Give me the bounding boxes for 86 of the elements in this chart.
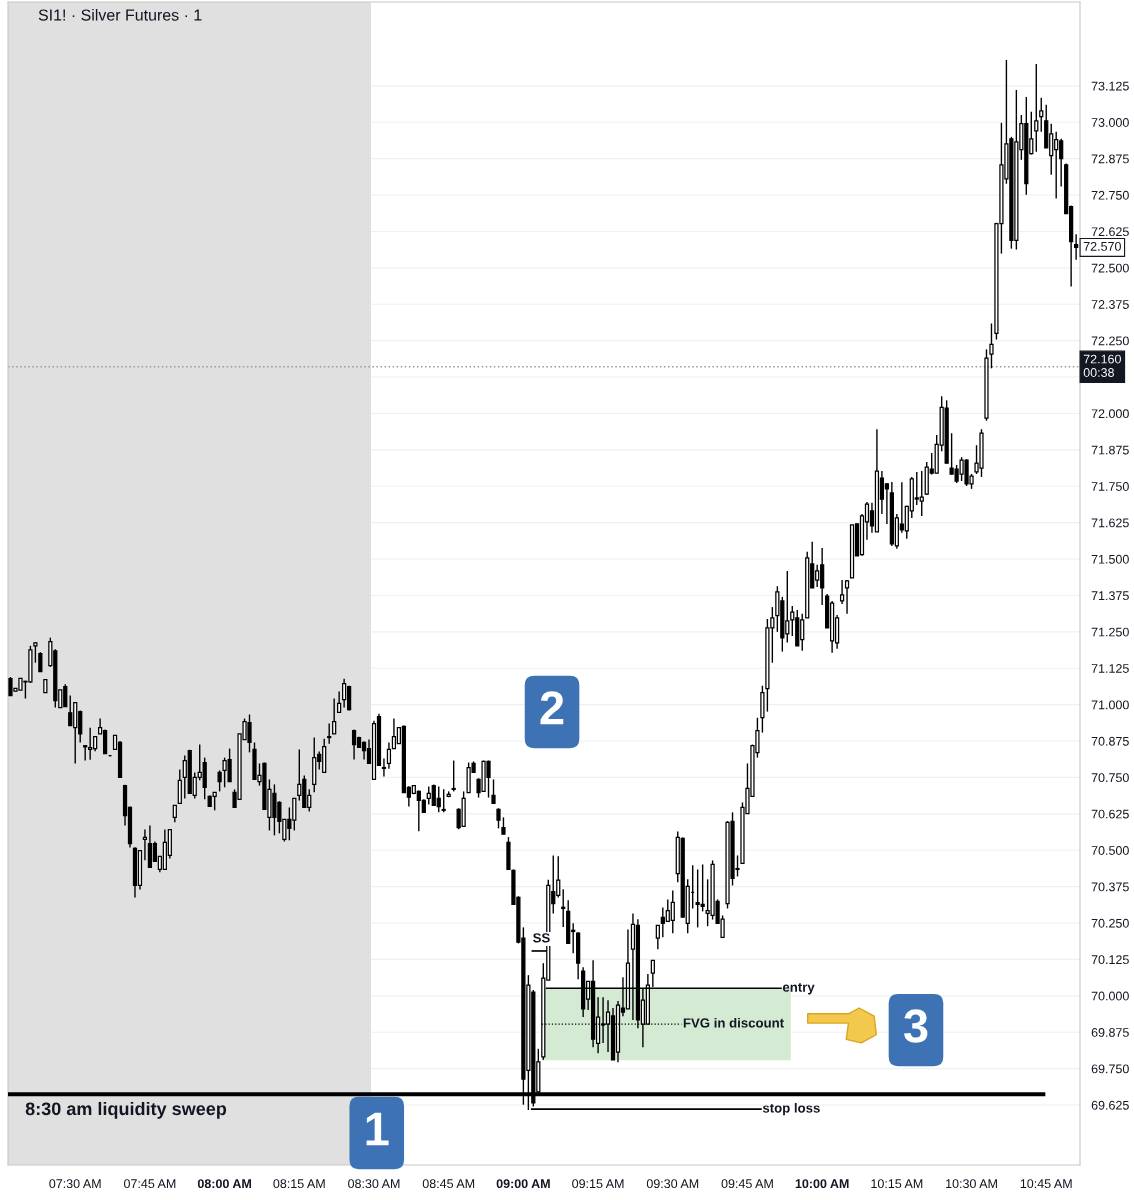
- candlestick: [68, 694, 73, 727]
- y-tick-label: 70.125: [1091, 955, 1129, 965]
- candlestick: [327, 722, 332, 745]
- y-tick-label: 72.000: [1091, 409, 1129, 419]
- x-tick-label: 07:30 AM: [49, 1179, 101, 1189]
- y-tick-label: 70.375: [1091, 882, 1129, 892]
- candlestick: [102, 728, 108, 755]
- y-tick-label: 70.250: [1091, 918, 1129, 928]
- y-tick-label: 70.000: [1091, 991, 1129, 1001]
- candlestick: [989, 322, 994, 370]
- candlestick: [33, 641, 38, 664]
- candlestick: [83, 744, 88, 762]
- x-tick-label: 10:00 AM: [795, 1179, 849, 1189]
- candlestick: [441, 788, 446, 814]
- candlestick: [496, 807, 501, 830]
- y-tick-label: 70.625: [1091, 809, 1129, 819]
- y-tick-label: 69.750: [1091, 1064, 1129, 1074]
- y-tick-label: 72.500: [1091, 263, 1129, 273]
- y-tick-label: 71.875: [1091, 445, 1129, 455]
- y-tick-label: 70.500: [1091, 846, 1129, 855]
- series-label: FVG in discount: [683, 1017, 784, 1028]
- candlestick: [177, 768, 182, 805]
- candlestick: [844, 579, 850, 615]
- y-tick-label: 71.750: [1091, 482, 1129, 491]
- candlestick: [337, 690, 342, 714]
- candlestick: [386, 741, 392, 770]
- x-tick-label: 09:45 AM: [721, 1179, 773, 1189]
- annotation: 72.570: [1083, 241, 1121, 251]
- series-label: SS: [533, 933, 550, 943]
- candlestick: [332, 697, 337, 735]
- candlestick: [381, 757, 387, 778]
- candlestick: [147, 824, 153, 869]
- candlestick: [436, 785, 441, 814]
- candlestick: [1073, 233, 1079, 261]
- candlestick: [1034, 63, 1039, 153]
- y-tick-label: 70.750: [1091, 773, 1129, 783]
- x-tick-label: 09:15 AM: [572, 1179, 624, 1189]
- candlestick: [212, 791, 217, 812]
- series-label: entry: [782, 983, 815, 995]
- y-tick-label: 71.375: [1091, 591, 1129, 601]
- y-tick-label: 69.875: [1091, 1028, 1129, 1037]
- candlestick: [670, 889, 675, 934]
- candlestick: [451, 759, 456, 793]
- x-tick-label: 07:45 AM: [124, 1179, 176, 1189]
- annotation: 1: [366, 1112, 389, 1146]
- y-tick-label: 72.875: [1091, 154, 1129, 164]
- x-tick-label: 08:45 AM: [422, 1179, 475, 1189]
- y-tick-label: 72.750: [1091, 190, 1129, 200]
- x-tick-label: 10:15 AM: [871, 1179, 923, 1189]
- y-tick-label: 72.375: [1091, 300, 1129, 309]
- y-tick-label: 71.000: [1091, 700, 1129, 710]
- candlestick: [839, 579, 845, 605]
- annotation: 2: [540, 691, 564, 725]
- x-tick-label: 09:30 AM: [646, 1179, 699, 1189]
- y-tick-label: 73.125: [1091, 81, 1129, 91]
- y-tick-label: 71.250: [1091, 627, 1129, 637]
- y-tick-label: 71.125: [1091, 664, 1129, 673]
- x-tick-label: 10:45 AM: [1020, 1179, 1072, 1189]
- x-tick-label: 10:30 AM: [946, 1179, 997, 1189]
- candlestick: [38, 651, 43, 673]
- chart-title: SI1! · Silver Futures · 1: [38, 8, 202, 21]
- x-tick-label: 08:30 AM: [348, 1179, 400, 1189]
- y-tick-label: 72.625: [1091, 227, 1129, 237]
- candlestick: [342, 678, 347, 709]
- candlestick: [919, 470, 924, 517]
- y-tick-label: 70.875: [1091, 736, 1129, 746]
- x-tick-label: 08:00 AM: [197, 1179, 251, 1189]
- y-tick-label: 71.500: [1091, 554, 1129, 564]
- candlestick: [391, 717, 397, 750]
- annotation: 3: [903, 1009, 928, 1043]
- candlestick: [491, 778, 496, 805]
- candlestick: [655, 924, 660, 950]
- y-tick-label: 72.250: [1091, 336, 1129, 346]
- series-label: stop loss: [762, 1102, 820, 1116]
- candlestick: [1039, 97, 1044, 133]
- y-tick-label: 73.000: [1091, 118, 1129, 127]
- x-tick-label: 08:15 AM: [273, 1179, 325, 1189]
- y-tick-label: 69.625: [1091, 1100, 1129, 1110]
- x-tick-label: 09:00 AM: [496, 1179, 550, 1189]
- annotation: 8:30 am liquidity sweep: [25, 1101, 227, 1119]
- candlestick: [351, 728, 357, 761]
- candlestick: [142, 828, 148, 861]
- candlestick: [700, 863, 705, 913]
- y-tick-label: 71.625: [1091, 518, 1129, 528]
- candlestick: [217, 769, 222, 793]
- ref-line-label: 72.160 00:38: [1083, 354, 1121, 377]
